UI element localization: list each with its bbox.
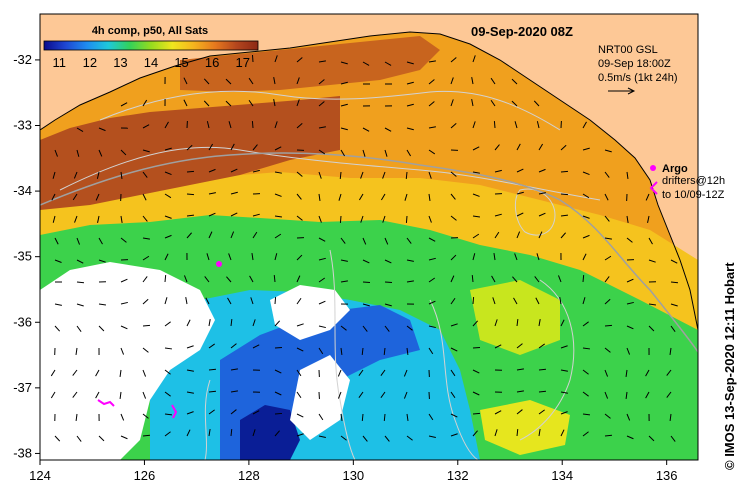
current-arrow — [473, 413, 480, 414]
colorbar-tick-label: 17 — [235, 55, 249, 70]
argo-legend-label: Argo — [662, 163, 688, 175]
y-tick-label: -32 — [13, 52, 32, 67]
y-tick-label: -38 — [13, 445, 32, 460]
y-tick-label: -37 — [13, 380, 32, 395]
current-source-label: NRT00 GSL — [598, 44, 658, 56]
drifter-legend-label-1: drifters@12h — [662, 175, 725, 187]
x-axis: 124 126 128 130 132 134 136 — [29, 460, 677, 483]
x-tick-label: 124 — [29, 468, 51, 483]
x-tick-label: 134 — [551, 468, 573, 483]
x-tick-label: 128 — [238, 468, 260, 483]
current-arrow — [252, 121, 253, 128]
current-arrow — [561, 194, 568, 195]
map-title: 09-Sep-2020 08Z — [471, 24, 573, 39]
y-tick-label: -34 — [13, 183, 32, 198]
current-arrow — [384, 414, 385, 421]
x-tick-label: 126 — [134, 468, 156, 483]
y-axis: -32 -33 -34 -35 -36 -37 -38 — [13, 52, 40, 461]
current-arrow — [406, 216, 407, 223]
current-arrow — [494, 121, 495, 128]
current-arrow — [473, 297, 474, 304]
current-arrow — [275, 297, 276, 304]
x-tick-label: 132 — [447, 468, 469, 483]
current-arrow — [385, 282, 392, 283]
current-arrow — [187, 194, 194, 195]
current-time-label: 09-Sep 18:00Z — [598, 58, 671, 70]
x-tick-label: 136 — [656, 468, 678, 483]
colorbar-tick-label: 16 — [205, 55, 219, 70]
current-arrow — [605, 325, 612, 326]
colorbar-label: 4h comp, p50, All Sats — [92, 25, 208, 37]
legend: Argo drifters@12h to 10/09-12Z — [650, 163, 725, 201]
credit-text: © IMOS 13-Sep-2020 12:11 Hobart — [722, 262, 737, 470]
current-arrow — [252, 55, 253, 62]
current-arrow — [275, 413, 282, 414]
current-arrow — [165, 275, 166, 282]
colorbar-tick-label: 15 — [174, 55, 188, 70]
current-arrow — [340, 216, 341, 223]
x-tick-label: 130 — [342, 468, 364, 483]
colorbar-gradient — [44, 41, 258, 50]
current-scale-label: 0.5m/s (1kt 24h) — [598, 72, 677, 84]
argo-floats — [216, 261, 222, 267]
current-arrow — [362, 414, 363, 421]
y-tick-label: -33 — [13, 118, 32, 133]
colorbar-tick-label: 11 — [53, 55, 67, 70]
current-arrow — [363, 282, 370, 283]
argo-legend-marker — [650, 165, 656, 171]
y-tick-label: -35 — [13, 249, 32, 264]
colorbar-tick-label: 14 — [144, 55, 158, 70]
current-arrow — [561, 171, 568, 172]
y-tick-label: -36 — [13, 314, 32, 329]
colorbar-tick-label: 13 — [113, 55, 127, 70]
colorbar-tick-label: 12 — [83, 55, 97, 70]
current-arrow — [143, 325, 150, 326]
argo-float-marker — [216, 261, 222, 267]
current-arrow — [187, 171, 194, 172]
drifter-legend-label-2: to 10/09-12Z — [662, 189, 725, 201]
current-arrow — [583, 275, 584, 282]
